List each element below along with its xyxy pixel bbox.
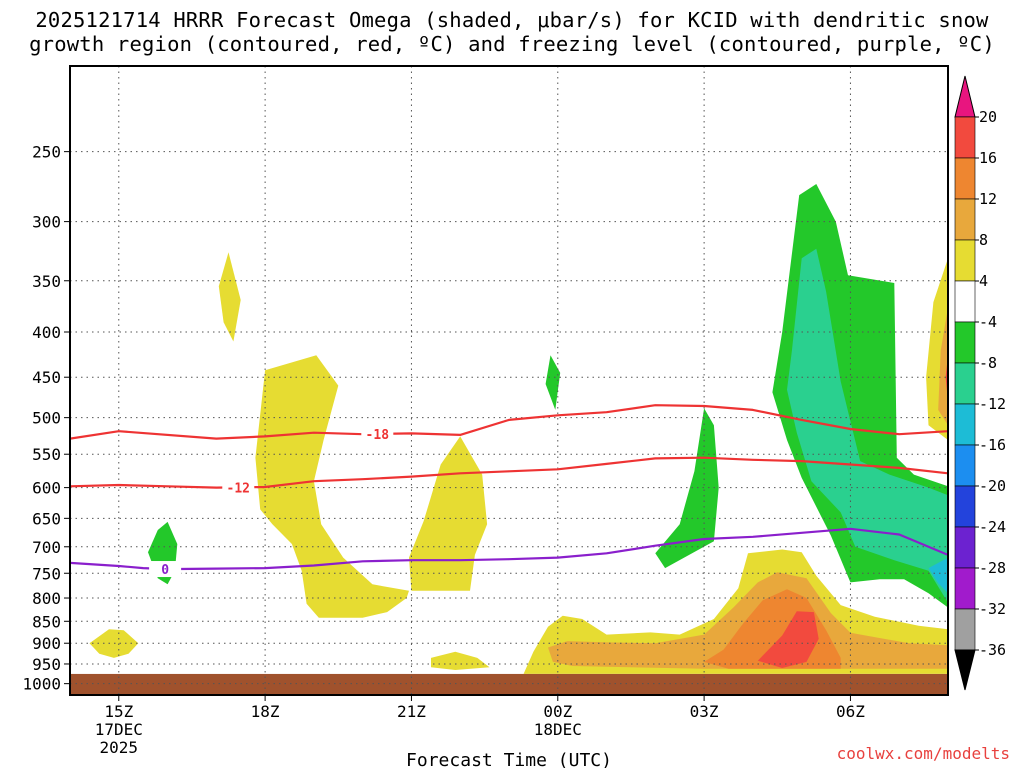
contour-label--12: -12: [227, 481, 250, 496]
contour-layer: -18 -12 0: [70, 404, 948, 578]
y-tick-label: 250: [32, 143, 61, 162]
chart-title-line-1: 2025121714 HRRR Forecast Omega (shaded, …: [35, 8, 989, 32]
colorbar-swatch: [954, 526, 976, 569]
x-tick-sublabel: 18DEC: [534, 720, 582, 739]
omega-region-1: [218, 252, 241, 342]
y-tick-label: 550: [32, 445, 61, 464]
x-tick-sublabel: 17DEC: [95, 720, 143, 739]
omega-region-11: [655, 408, 719, 569]
omega-region-2: [255, 355, 409, 618]
chart-title-line-2: growth region (contoured, red, ºC) and f…: [29, 32, 995, 56]
x-tick-label: 03Z: [690, 702, 719, 721]
x-tick-sublabel: 2025: [100, 738, 139, 757]
chart-title: 2025121714 HRRR Forecast Omega (shaded, …: [0, 8, 1024, 56]
plot-frame: [69, 65, 949, 696]
y-tick-label: 850: [32, 612, 61, 631]
x-tick-label: 15Z: [104, 702, 133, 721]
surface-layer: [70, 673, 948, 695]
x-tick-label: 00Z: [543, 702, 572, 721]
colorbar-top-arrow: [954, 75, 976, 118]
contour-label-bg: [222, 479, 255, 496]
x-tick-label: 06Z: [836, 702, 865, 721]
colorbar-swatch: [954, 444, 976, 487]
y-tick-label: 450: [32, 368, 61, 387]
y-tick-label: 1000: [22, 675, 61, 694]
contour-label--18: -18: [366, 428, 390, 443]
y-tick-label: 400: [32, 323, 61, 342]
site-credit: coolwx.com/modelts: [836, 744, 1010, 763]
colorbar-label: -16: [979, 436, 1006, 454]
y-tick-label: 500: [32, 409, 61, 428]
y-tick-label: 700: [32, 538, 61, 557]
y-tick-label: 950: [32, 655, 61, 674]
colorbar-label: -12: [979, 395, 1006, 413]
contour-line--12: [70, 456, 948, 489]
colorbar-label: -36: [979, 641, 1006, 659]
ground-surface-band: [70, 673, 948, 695]
y-tick-label: 650: [32, 509, 61, 528]
colorbar-bottom-arrow: [954, 649, 976, 691]
pressure-axis: 250 300 350 400 450 500 550 600 650 700 750 800 850 9…: [22, 143, 70, 694]
colorbar-label: -4: [979, 313, 997, 331]
y-tick-label: 800: [32, 589, 61, 608]
y-tick-label: 600: [32, 479, 61, 498]
colorbar-label: 20: [979, 108, 997, 126]
x-tick-label: 21Z: [397, 702, 426, 721]
colorbar-label: -20: [979, 477, 1006, 495]
grid-layer: [70, 66, 948, 695]
x-tick-label: 18Z: [251, 702, 280, 721]
omega-region-0: [89, 629, 139, 658]
colorbar-swatch: [954, 116, 976, 159]
omega-region-14: [928, 557, 948, 594]
colorbar-swatch: [954, 608, 976, 651]
contour-label-bg: [149, 561, 182, 578]
colorbar-swatch: [954, 362, 976, 405]
contour-line--18: [70, 404, 948, 440]
y-tick-label: 350: [32, 272, 61, 291]
x-axis-title: Forecast Time (UTC): [406, 750, 612, 768]
omega-region-10: [545, 355, 561, 410]
colorbar-label: 12: [979, 190, 997, 208]
omega-region-4: [431, 651, 490, 670]
y-tick-label: 750: [32, 564, 61, 583]
omega-region-3: [409, 436, 488, 591]
colorbar-swatch: [954, 280, 976, 323]
colorbar-swatch: [954, 485, 976, 528]
colorbar-swatch: [954, 321, 976, 364]
colorbar-label: -28: [979, 559, 1006, 577]
colorbar-label: 4: [979, 272, 988, 290]
omega-shading-layer: [89, 184, 948, 674]
contour-label-bg: [361, 425, 394, 442]
colorbar-swatch: [954, 567, 976, 610]
colorbar-label: -8: [979, 354, 997, 372]
colorbar-label: 16: [979, 149, 997, 167]
colorbar-label: 8: [979, 231, 988, 249]
colorbar-swatch: [954, 403, 976, 446]
colorbar-label: -24: [979, 518, 1006, 536]
colorbar-swatch: [954, 239, 976, 282]
y-tick-label: 300: [32, 213, 61, 232]
omega-region-8: [757, 611, 819, 668]
y-tick-label: 900: [32, 634, 61, 653]
contour-label-0: 0: [161, 563, 169, 578]
omega-region-13: [787, 248, 948, 603]
colorbar-swatch: [954, 198, 976, 241]
omega-region-16: [938, 307, 948, 426]
colorbar-label: -32: [979, 600, 1006, 618]
colorbar-swatch: [954, 157, 976, 200]
omega-colorbar: 20 16 12 8 4 -4 -8 -12 -16 -20 -24 -28 -32 -36: [954, 75, 1006, 691]
